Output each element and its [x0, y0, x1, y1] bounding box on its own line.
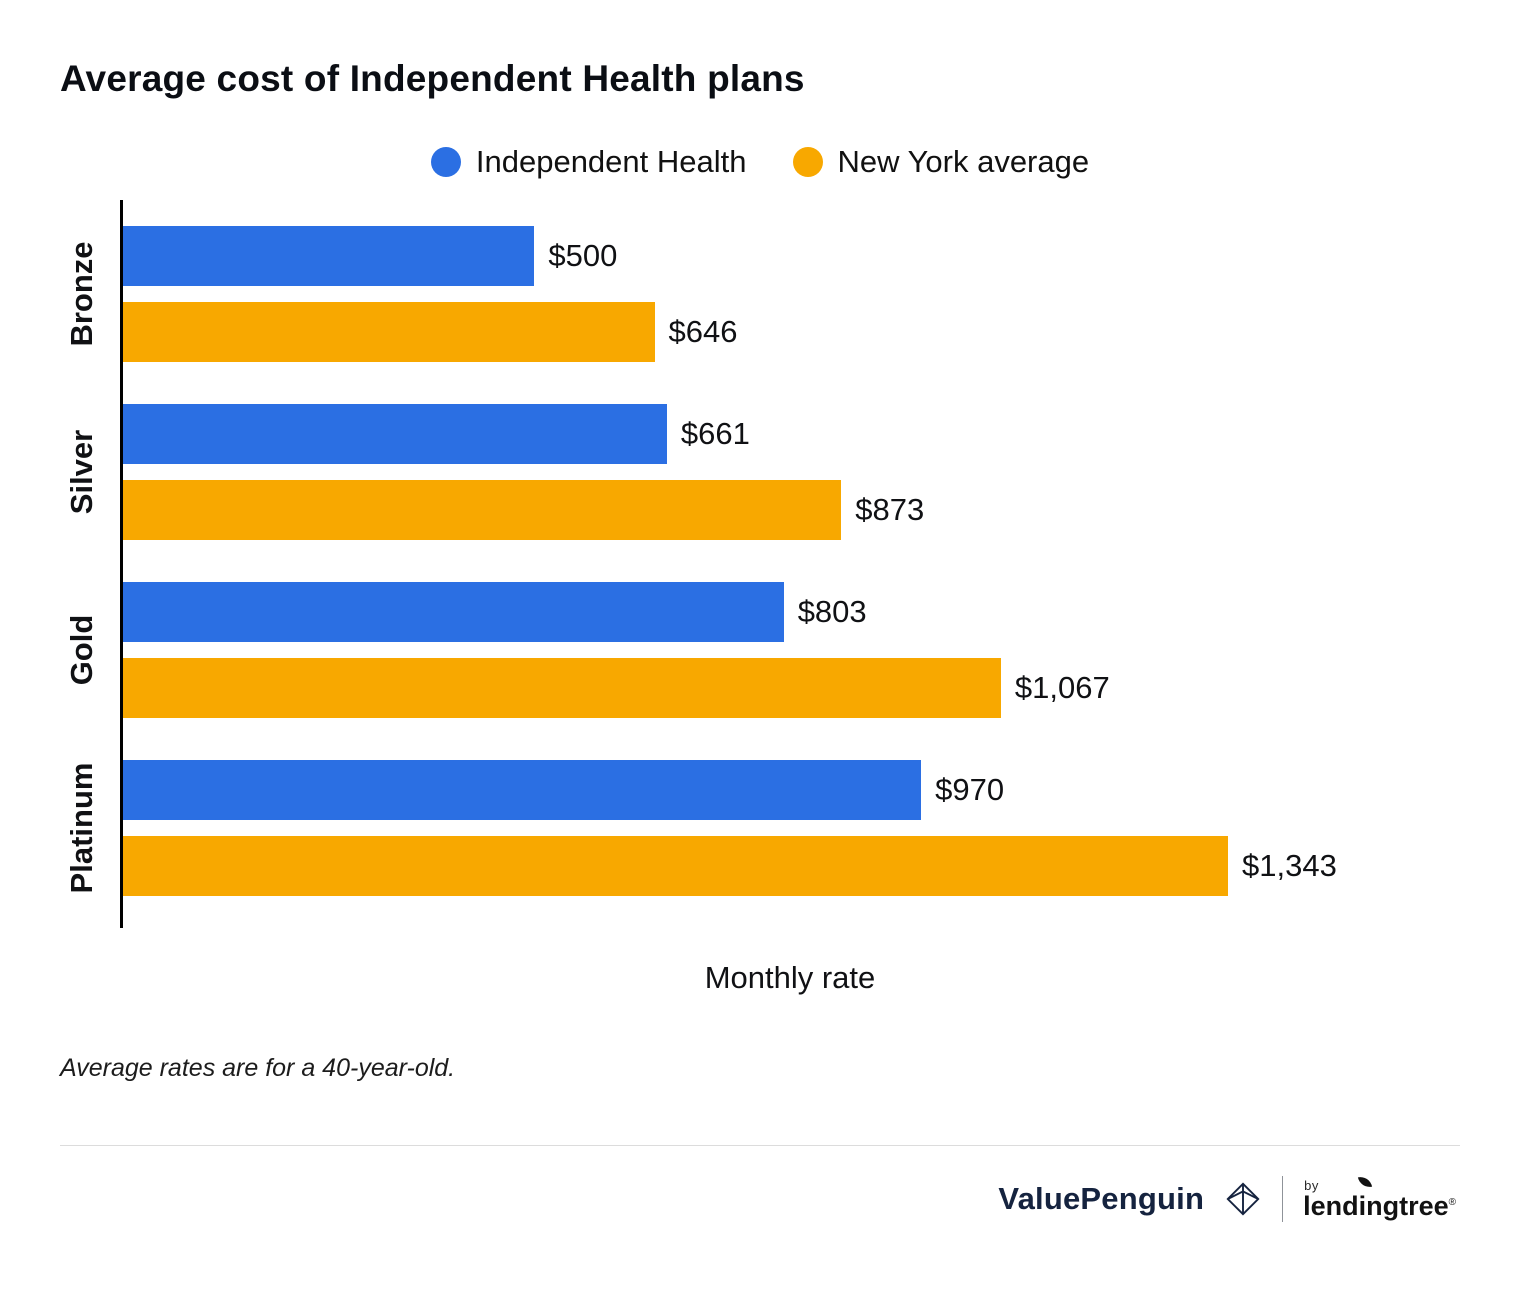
bar-group-platinum: Platinum $970 $1,343 [64, 760, 1337, 896]
bar-value-platinum-independent-health: $970 [935, 772, 1005, 807]
bar-row-gold-new-york-average: $1,067 [123, 658, 1228, 718]
valuepenguin-logo-icon [1224, 1180, 1262, 1218]
legend-label-independent-health: Independent Health [475, 144, 747, 179]
lendingtree-by-label: by [1304, 1177, 1319, 1193]
bar-row-bronze-independent-health: $500 [123, 226, 1228, 286]
lendingtree-wordmark: lendingtree® [1303, 1190, 1456, 1221]
bar-row-bronze-new-york-average: $646 [123, 302, 1228, 362]
bar-bronze-independent-health [123, 226, 535, 286]
lendingtree-logo: by lendingtree® [1303, 1174, 1456, 1222]
legend-label-new-york-average: New York average [837, 144, 1090, 179]
legend-item-independent-health: Independent Health [430, 144, 747, 180]
bar-gold-independent-health [123, 582, 784, 642]
bar-group-silver: Silver $661 $873 [64, 404, 1228, 540]
footer: ValuePenguin by lendingtree® [0, 1174, 1456, 1222]
bars-platinum: $970 $1,343 [123, 760, 1337, 896]
chart-title: Average cost of Independent Health plans [60, 58, 805, 99]
bar-group-gold: Gold $803 $1,067 [64, 582, 1228, 718]
bar-row-platinum-new-york-average: $1,343 [123, 836, 1337, 896]
bar-value-gold-new-york-average: $1,067 [1014, 670, 1110, 705]
bar-row-gold-independent-health: $803 [123, 582, 1228, 642]
bar-bronze-new-york-average [123, 302, 655, 362]
bar-silver-independent-health [123, 404, 667, 464]
chart-area: Bronze $500 $646 Silver $661 $873 Gold $803 $1,0… [64, 200, 1520, 928]
legend-dot-new-york-average [792, 147, 823, 177]
category-label-bronze: Bronze [64, 241, 99, 347]
legend-item-new-york-average: New York average [792, 144, 1090, 180]
bar-value-bronze-independent-health: $500 [548, 238, 618, 273]
bars-bronze: $500 $646 [123, 226, 1228, 362]
registered-mark: ® [1448, 1196, 1456, 1208]
bar-value-silver-independent-health: $661 [680, 416, 750, 451]
category-label-platinum: Platinum [64, 762, 99, 894]
bar-gold-new-york-average [123, 658, 1001, 718]
bars-silver: $661 $873 [123, 404, 1228, 540]
category-label-silver: Silver [64, 429, 99, 515]
bar-row-silver-new-york-average: $873 [123, 480, 1228, 540]
footnote: Average rates are for a 40-year-old. [60, 1054, 456, 1082]
bar-platinum-new-york-average [123, 836, 1228, 896]
legend-dot-independent-health [430, 147, 461, 177]
category-label-gold: Gold [64, 614, 99, 686]
bar-silver-new-york-average [123, 480, 842, 540]
bar-row-platinum-independent-health: $970 [123, 760, 1228, 820]
bar-platinum-independent-health [123, 760, 922, 820]
legend: Independent Health New York average [0, 144, 1520, 180]
bar-row-silver-independent-health: $661 [123, 404, 1228, 464]
bar-value-platinum-new-york-average: $1,343 [1242, 848, 1337, 883]
x-axis-label: Monthly rate [704, 960, 876, 995]
plot-area: Bronze $500 $646 Silver $661 $873 Gold $803 $1,0… [64, 226, 1337, 896]
bars-gold: $803 $1,067 [123, 582, 1228, 718]
bar-value-bronze-new-york-average: $646 [668, 314, 738, 349]
footer-divider-line [60, 1145, 1460, 1146]
bar-value-gold-independent-health: $803 [797, 594, 867, 629]
bar-group-bronze: Bronze $500 $646 [64, 226, 1228, 362]
footer-vertical-divider [1282, 1176, 1284, 1222]
lendingtree-leaf-icon [1357, 1174, 1373, 1189]
valuepenguin-wordmark: ValuePenguin [998, 1181, 1205, 1216]
bar-value-silver-new-york-average: $873 [855, 492, 925, 527]
